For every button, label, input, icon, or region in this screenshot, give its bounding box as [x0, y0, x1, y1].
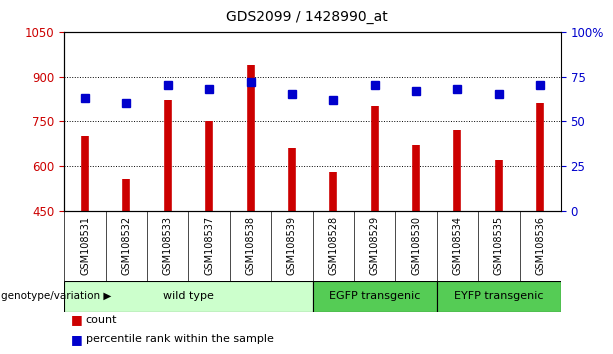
Text: GSM108532: GSM108532: [121, 216, 131, 275]
Text: EGFP transgenic: EGFP transgenic: [329, 291, 421, 302]
Text: EYFP transgenic: EYFP transgenic: [454, 291, 544, 302]
Text: ■: ■: [70, 313, 82, 326]
Text: ■: ■: [70, 333, 82, 346]
Bar: [64, 281, 313, 312]
Text: wild type: wild type: [163, 291, 214, 302]
Text: GSM108529: GSM108529: [370, 216, 379, 275]
Text: GDS2099 / 1428990_at: GDS2099 / 1428990_at: [226, 10, 387, 24]
Text: GSM108530: GSM108530: [411, 216, 421, 275]
Text: GSM108538: GSM108538: [246, 216, 256, 275]
Text: GSM108533: GSM108533: [163, 216, 173, 275]
Text: GSM108534: GSM108534: [452, 216, 462, 275]
Bar: [436, 281, 561, 312]
Text: GSM108539: GSM108539: [287, 216, 297, 275]
Text: GSM108535: GSM108535: [494, 216, 504, 275]
Text: count: count: [86, 315, 117, 325]
Text: GSM108528: GSM108528: [329, 216, 338, 275]
Text: GSM108536: GSM108536: [535, 216, 545, 275]
Text: genotype/variation ▶: genotype/variation ▶: [1, 291, 112, 302]
Text: percentile rank within the sample: percentile rank within the sample: [86, 334, 273, 344]
Text: GSM108537: GSM108537: [204, 216, 214, 275]
Bar: [313, 281, 436, 312]
Text: GSM108531: GSM108531: [80, 216, 90, 275]
